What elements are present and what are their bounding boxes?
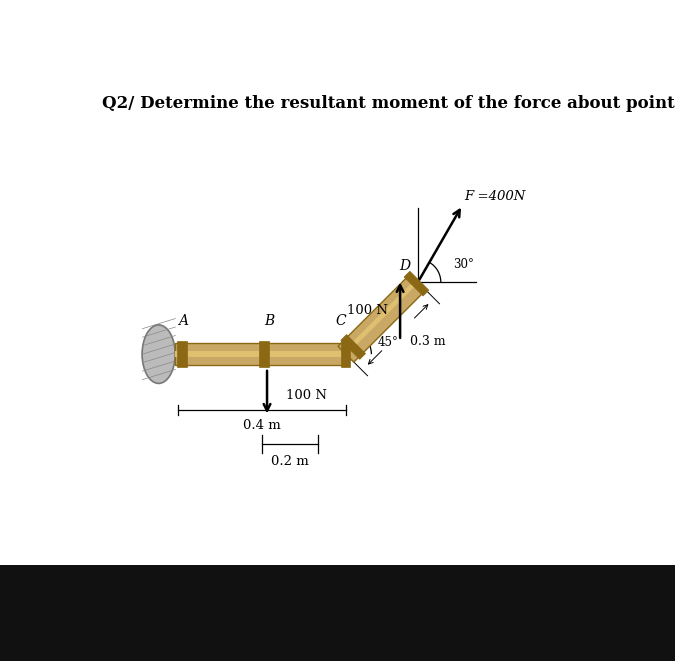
Polygon shape	[404, 271, 429, 296]
Text: 30°: 30°	[454, 258, 475, 271]
Bar	[341, 341, 350, 368]
Polygon shape	[343, 280, 418, 355]
Bar	[259, 341, 269, 368]
Bar	[177, 341, 187, 368]
Text: 0.4 m: 0.4 m	[243, 419, 281, 432]
Text: 100 N: 100 N	[346, 303, 387, 317]
Text: B: B	[265, 314, 275, 328]
Text: 45°: 45°	[377, 336, 398, 349]
Text: 0.2 m: 0.2 m	[271, 455, 309, 469]
Bar	[176, 352, 348, 357]
Bar	[176, 343, 348, 366]
Ellipse shape	[142, 325, 176, 383]
Text: Q2/ Determine the resultant moment of the force about point C: Q2/ Determine the resultant moment of th…	[102, 95, 675, 112]
Text: C: C	[335, 314, 346, 328]
Text: D: D	[400, 259, 411, 273]
Polygon shape	[341, 334, 366, 360]
Text: F =400N: F =400N	[464, 190, 525, 204]
Polygon shape	[338, 274, 426, 362]
Text: A: A	[178, 314, 188, 328]
Text: 100 N: 100 N	[286, 389, 327, 403]
Text: 0.3 m: 0.3 m	[410, 335, 446, 348]
